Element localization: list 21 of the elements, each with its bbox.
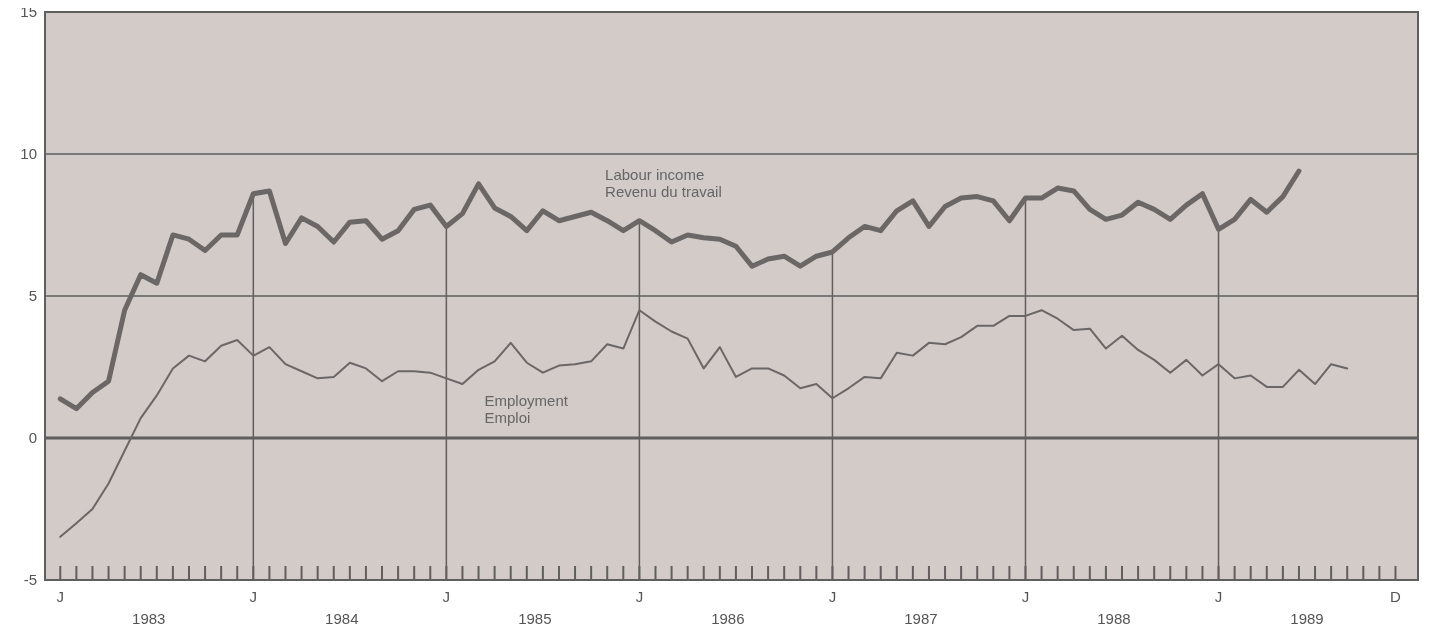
y-tick-label: 0 (28, 429, 37, 447)
text: 1985 (518, 610, 552, 627)
series-label: Employment Emploi (484, 391, 569, 426)
y-tick-label: 5 (28, 287, 37, 305)
text: 1983 (132, 610, 166, 627)
x-tick-label: J (828, 588, 837, 605)
text: 1989 (1290, 610, 1324, 627)
x-tick-label: J (1214, 588, 1223, 605)
x-tick-label: D (1390, 588, 1402, 605)
text: 1984 (325, 610, 359, 627)
text: 1986 (711, 610, 745, 627)
text: 1987 (904, 610, 938, 627)
x-tick-label: J (56, 588, 65, 605)
x-tick-label: J (635, 588, 644, 605)
y-tick-label: -5 (23, 571, 37, 589)
series-label: Labour income Revenu du travail (605, 166, 722, 201)
text: 1988 (1097, 610, 1131, 627)
x-tick-label: J (249, 588, 258, 605)
x-tick-label: J (1021, 588, 1030, 605)
y-tick-label: 10 (20, 145, 37, 163)
x-tick-label: J (442, 588, 451, 605)
